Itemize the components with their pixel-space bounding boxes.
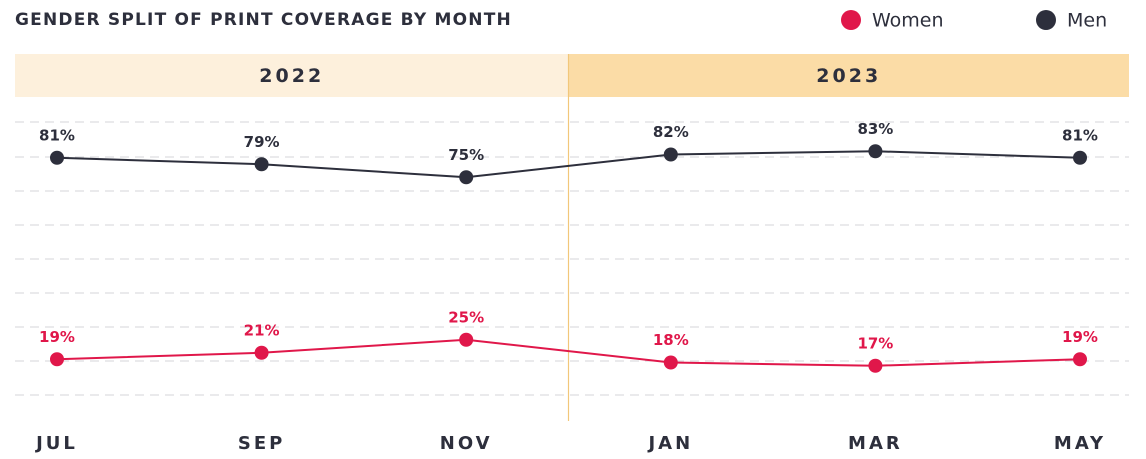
data-point [459, 170, 474, 185]
data-label: 81% [39, 126, 75, 144]
data-point [868, 358, 883, 373]
data-label: 81% [1062, 126, 1098, 144]
data-point [663, 147, 678, 162]
legend-label: Women [872, 10, 944, 32]
legend-swatch [1036, 10, 1056, 30]
data-label: 18% [653, 331, 689, 349]
period-band [568, 54, 1129, 97]
period-band [15, 54, 569, 97]
data-point [1073, 150, 1087, 165]
data-label: 83% [857, 120, 893, 138]
data-label: 21% [244, 321, 280, 339]
data-label: 17% [857, 334, 893, 352]
data-label: 19% [39, 328, 75, 346]
data-label: 75% [448, 146, 484, 164]
data-point [868, 144, 883, 159]
data-label: 25% [448, 308, 484, 326]
data-point [254, 157, 269, 172]
data-label: 19% [1062, 328, 1098, 346]
legend-swatch [841, 10, 861, 30]
legend-label: Men [1067, 10, 1107, 32]
period-label: 2022 [259, 65, 324, 87]
data-label: 79% [244, 133, 280, 151]
x-tick-label: JUL [34, 433, 78, 454]
period-label: 2023 [816, 65, 881, 87]
x-tick-label: NOV [440, 433, 493, 454]
data-point [254, 345, 269, 360]
data-point [663, 355, 678, 370]
chart-title: GENDER SPLIT OF PRINT COVERAGE BY MONTH [15, 10, 512, 30]
x-tick-label: JAN [646, 433, 693, 454]
data-point [459, 332, 474, 347]
x-tick-label: MAY [1054, 433, 1106, 454]
data-point [1073, 352, 1087, 367]
series-line [56, 338, 1081, 367]
x-tick-label: SEP [238, 433, 285, 454]
grid [15, 121, 1129, 396]
data-point [50, 150, 64, 165]
data-label: 82% [653, 123, 689, 141]
x-tick-label: MAR [848, 433, 903, 454]
data-point [50, 352, 64, 367]
series-line [56, 150, 1081, 179]
